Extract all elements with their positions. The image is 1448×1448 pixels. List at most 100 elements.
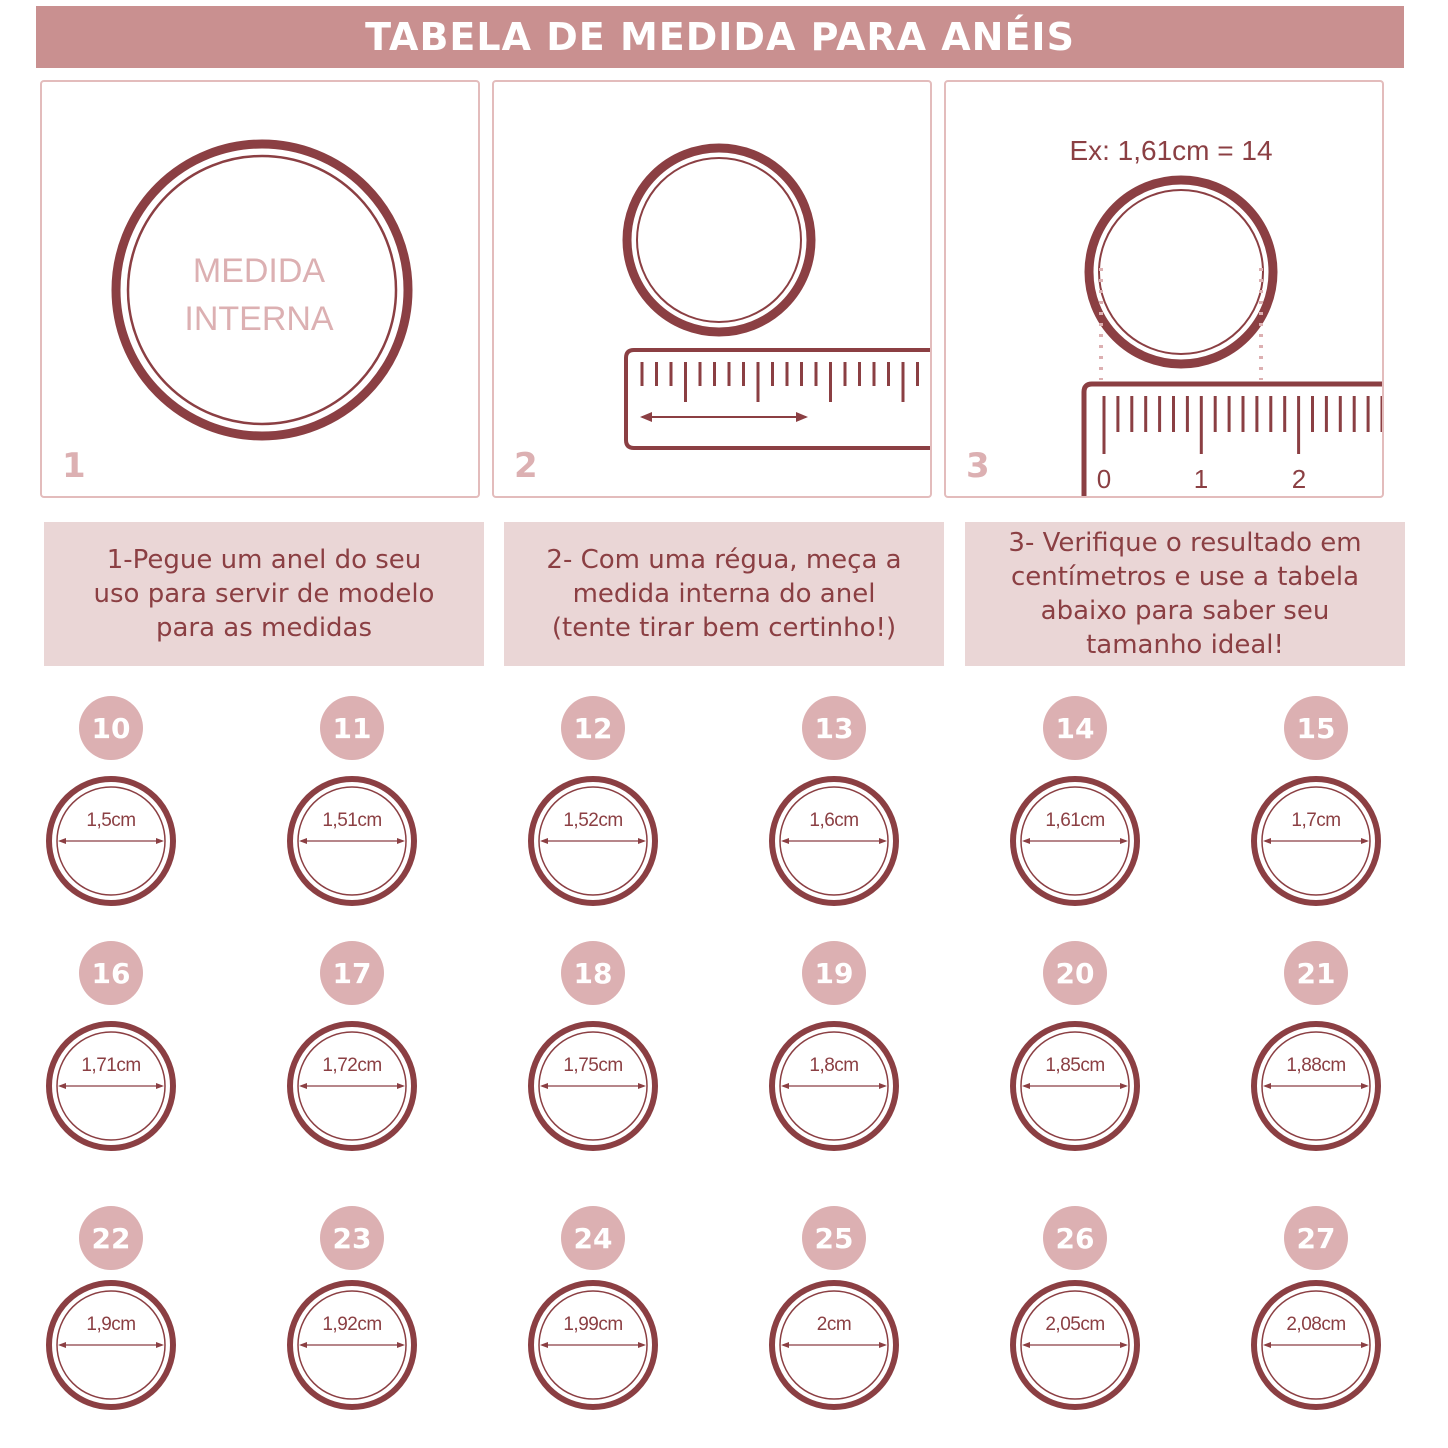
ring-icon: 1,5cm xyxy=(44,774,178,908)
ring-circle-icon xyxy=(46,1280,176,1410)
ring-measure: 1,9cm xyxy=(86,1314,136,1335)
size-number: 22 xyxy=(91,1221,131,1255)
ring-size-item: 13 1,6cm xyxy=(764,696,904,916)
result-illustration: Ex: 1,61cm = 14 0 1 2 xyxy=(1069,135,1382,496)
size-number: 17 xyxy=(332,956,372,990)
size-number: 26 xyxy=(1055,1221,1095,1255)
size-badge: 22 xyxy=(79,1206,143,1270)
ring-measure: 1,92cm xyxy=(322,1314,382,1335)
ring-icon: 1,51cm xyxy=(285,774,419,908)
size-number: 25 xyxy=(814,1221,854,1255)
size-number: 18 xyxy=(573,956,613,990)
ring-measure: 1,6cm xyxy=(809,810,859,831)
ring-size-item: 10 1,5cm xyxy=(41,696,181,916)
ring-size-item: 19 1,8cm xyxy=(764,941,904,1161)
ring-icon: 2,05cm xyxy=(1008,1278,1142,1412)
ring-circle-icon xyxy=(287,1280,417,1410)
ring-circle-icon xyxy=(1010,1021,1140,1151)
ring-measure: 1,51cm xyxy=(322,810,382,831)
ring-size-item: 21 1,88cm xyxy=(1246,941,1386,1161)
size-badge: 16 xyxy=(79,941,143,1005)
ring-measure: 2cm xyxy=(816,1314,852,1335)
ring-icon: 1,71cm xyxy=(44,1019,178,1153)
size-badge: 12 xyxy=(561,696,625,760)
size-badge: 10 xyxy=(79,696,143,760)
ring-measure: 1,71cm xyxy=(81,1055,141,1076)
ring-icon: 1,52cm xyxy=(526,774,660,908)
ring-circle-icon xyxy=(1251,1021,1381,1151)
ring-circle-icon xyxy=(769,1021,899,1151)
ring-size-item: 11 1,51cm xyxy=(282,696,422,916)
ring-size-item: 15 1,7cm xyxy=(1246,696,1386,916)
size-badge: 25 xyxy=(802,1206,866,1270)
size-badge: 19 xyxy=(802,941,866,1005)
size-badge: 21 xyxy=(1284,941,1348,1005)
size-number: 24 xyxy=(573,1221,613,1255)
example-text: Ex: 1,61cm = 14 xyxy=(1069,135,1272,166)
ring-circle-icon xyxy=(46,776,176,906)
ring-circle-icon xyxy=(1251,1280,1381,1410)
ring-size-item: 23 1,92cm xyxy=(282,1206,422,1426)
ring-measure: 1,72cm xyxy=(322,1055,382,1076)
size-number: 14 xyxy=(1055,711,1095,745)
ring-icon: 1,88cm xyxy=(1249,1019,1383,1153)
size-number: 12 xyxy=(573,711,613,745)
ring-size-item: 12 1,52cm xyxy=(523,696,663,916)
caption-step-2: 2- Com uma régua, meça a medida interna … xyxy=(504,522,944,666)
step-panel-2: 2 xyxy=(492,80,932,498)
size-number: 15 xyxy=(1296,711,1336,745)
size-badge: 11 xyxy=(320,696,384,760)
ring-measure: 1,5cm xyxy=(86,810,136,831)
ring-icon: 1,92cm xyxy=(285,1278,419,1412)
ring-size-item: 25 2cm xyxy=(764,1206,904,1426)
step-panel-3: Ex: 1,61cm = 14 0 1 2 3 xyxy=(944,80,1384,498)
ring-size-item: 20 1,85cm xyxy=(1005,941,1145,1161)
ring-measure: 1,75cm xyxy=(563,1055,623,1076)
step-panel-1: MEDIDA INTERNA 1 xyxy=(40,80,480,498)
ruler-label-1: 1 xyxy=(1194,464,1208,494)
ring-icon: 1,7cm xyxy=(1249,774,1383,908)
size-badge: 20 xyxy=(1043,941,1107,1005)
caption-text: 3- Verifique o resultado em centímetros … xyxy=(1008,528,1362,660)
size-number: 11 xyxy=(332,711,372,745)
ring-text-line1: MEDIDA xyxy=(193,252,326,290)
ring-size-item: 24 1,99cm xyxy=(523,1206,663,1426)
ring-measure: 1,8cm xyxy=(809,1055,859,1076)
ring-measure: 2,08cm xyxy=(1286,1314,1346,1335)
ring-icon: 1,85cm xyxy=(1008,1019,1142,1153)
caption-text: 1-Pegue um anel do seu uso para servir d… xyxy=(93,545,435,643)
ring-measure: 1,88cm xyxy=(1286,1055,1346,1076)
ring-size-item: 26 2,05cm xyxy=(1005,1206,1145,1426)
ring-text-line2: INTERNA xyxy=(184,300,334,338)
size-badge: 27 xyxy=(1284,1206,1348,1270)
ring-icon: 1,72cm xyxy=(285,1019,419,1153)
ring-circle-icon xyxy=(769,776,899,906)
size-number: 19 xyxy=(814,956,854,990)
ring-circle-icon xyxy=(528,1021,658,1151)
size-badge: 14 xyxy=(1043,696,1107,760)
ruler-label-2: 2 xyxy=(1292,464,1306,494)
size-badge: 18 xyxy=(561,941,625,1005)
ring-measure: 1,52cm xyxy=(563,810,623,831)
ring-size-item: 17 1,72cm xyxy=(282,941,422,1161)
size-number: 20 xyxy=(1055,956,1095,990)
ring-circle-icon xyxy=(528,776,658,906)
ring-size-item: 27 2,08cm xyxy=(1246,1206,1386,1426)
step-number: 3 xyxy=(966,446,990,486)
ring-circle-icon xyxy=(1251,776,1381,906)
ring-measure: 1,85cm xyxy=(1045,1055,1105,1076)
ring-circle-icon xyxy=(769,1280,899,1410)
ring-circle-icon xyxy=(1010,1280,1140,1410)
ring-measure: 2,05cm xyxy=(1045,1314,1105,1335)
ring-icon: 1,9cm xyxy=(44,1278,178,1412)
step-number: 2 xyxy=(514,446,538,486)
size-number: 27 xyxy=(1296,1221,1336,1255)
ring-size-item: 22 1,9cm xyxy=(41,1206,181,1426)
size-badge: 17 xyxy=(320,941,384,1005)
ruler-illustration xyxy=(622,143,930,450)
ring-circle-icon xyxy=(287,776,417,906)
ring-icon: 1,61cm xyxy=(1008,774,1142,908)
ring-icon: 1,8cm xyxy=(767,1019,901,1153)
size-badge: 26 xyxy=(1043,1206,1107,1270)
page-title: TABELA DE MEDIDA PARA ANÉIS xyxy=(365,15,1075,59)
